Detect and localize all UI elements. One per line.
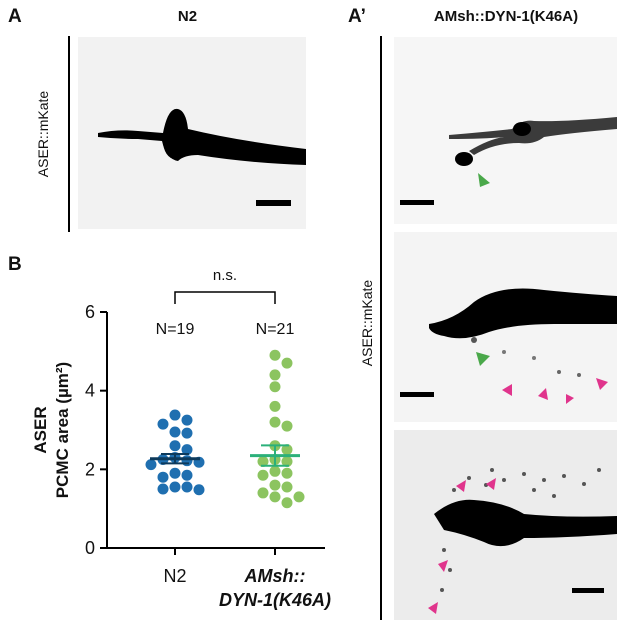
data-point <box>281 455 293 467</box>
magenta-arrowhead <box>456 480 466 492</box>
data-point <box>281 497 293 509</box>
data-point <box>169 481 181 493</box>
data-point <box>157 418 169 430</box>
data-point <box>169 467 181 479</box>
data-point <box>269 381 281 393</box>
data-point <box>257 469 269 481</box>
panel-a-prime-title: AMsh::DYN-1(K46A) <box>433 8 579 25</box>
data-point <box>145 459 157 471</box>
panel-letter-a-prime: A’ <box>348 6 366 27</box>
data-point <box>169 440 181 452</box>
micrograph-dyn-3-drawing <box>394 430 617 620</box>
data-point <box>157 483 169 495</box>
data-point <box>269 400 281 412</box>
y-tick-label: 6 <box>85 302 95 322</box>
data-point <box>169 409 181 421</box>
magenta-arrowhead <box>538 388 548 400</box>
magenta-arrowhead <box>502 384 512 396</box>
y-tick-label: 0 <box>85 538 95 558</box>
x-category-label: N2 <box>163 566 186 586</box>
scale-bar <box>400 392 434 397</box>
data-point <box>269 416 281 428</box>
scale-bar <box>256 200 291 206</box>
micrograph-dyn-1 <box>394 37 617 224</box>
data-point <box>281 467 293 479</box>
panel-a-side-label: ASER::mKate <box>35 90 51 178</box>
data-point <box>293 491 305 503</box>
panel-a-prime-side-label: ASER::mKate <box>359 279 375 367</box>
micrograph-n2 <box>78 37 306 229</box>
magenta-arrowhead <box>428 602 438 614</box>
panel-letter-b: B <box>8 254 22 275</box>
data-point <box>269 479 281 491</box>
data-point <box>169 426 181 438</box>
y-tick-label: 4 <box>85 381 95 401</box>
green-arrowhead <box>478 173 490 187</box>
x-category-label-line2: DYN-1(K46A) <box>219 590 331 610</box>
micrograph-dyn-2-drawing <box>394 232 617 422</box>
data-point <box>181 469 193 481</box>
micrograph-n2-drawing <box>78 37 306 229</box>
panel-a-title: N2 <box>177 8 198 25</box>
data-point <box>181 444 193 456</box>
data-point <box>269 349 281 361</box>
magenta-arrowhead <box>486 478 496 490</box>
micrograph-dyn-3 <box>394 430 617 620</box>
data-point <box>181 455 193 467</box>
data-point <box>257 487 269 499</box>
panel-a-prime-divider <box>380 36 382 620</box>
micrograph-dyn-1-drawing <box>394 37 617 224</box>
n-label: N=19 <box>156 321 195 338</box>
data-point <box>269 369 281 381</box>
data-point <box>157 471 169 483</box>
y-axis-label-line1: ASER <box>31 406 50 453</box>
data-point <box>281 481 293 493</box>
magenta-arrowhead <box>596 378 608 390</box>
data-point <box>281 420 293 432</box>
data-point <box>181 414 193 426</box>
data-point <box>281 357 293 369</box>
scale-bar <box>572 588 604 593</box>
y-axis-label-line2: PCMC area (µm²) <box>53 362 72 498</box>
magenta-arrowhead <box>566 394 574 404</box>
significance-label: n.s. <box>213 267 237 284</box>
data-point <box>269 465 281 477</box>
data-point <box>193 484 205 496</box>
scale-bar <box>400 200 434 205</box>
n-label: N=21 <box>256 321 295 338</box>
panel-letter-a: A <box>8 6 22 27</box>
data-point <box>257 455 269 467</box>
data-point <box>181 427 193 439</box>
data-point <box>269 491 281 503</box>
significance-bracket <box>174 291 276 304</box>
y-tick-label: 2 <box>85 459 95 479</box>
green-arrowhead <box>476 352 490 366</box>
magenta-arrowhead <box>438 560 448 572</box>
data-point <box>281 444 293 456</box>
data-point <box>181 481 193 493</box>
panel-a-divider <box>68 36 70 232</box>
x-category-label: AMsh:: <box>244 566 306 586</box>
micrograph-dyn-2 <box>394 232 617 422</box>
